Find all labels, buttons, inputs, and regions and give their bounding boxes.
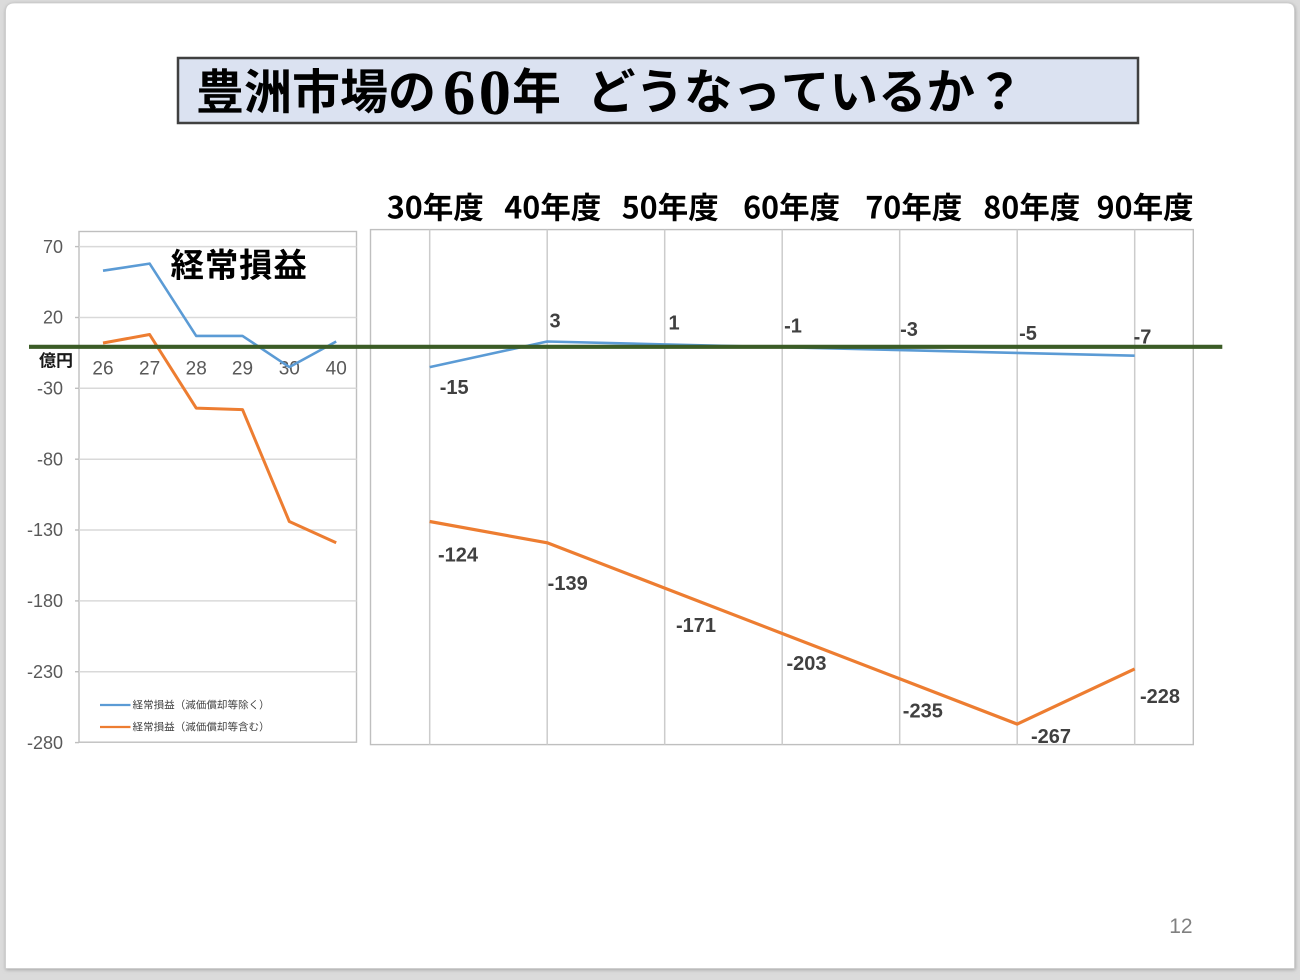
- svg-text:29: 29: [232, 359, 253, 380]
- svg-text:26: 26: [92, 359, 113, 380]
- svg-text:-80: -80: [37, 449, 63, 469]
- svg-text:28: 28: [186, 359, 207, 380]
- svg-text:-228: -228: [1140, 686, 1180, 708]
- svg-text:40: 40: [326, 359, 347, 380]
- svg-text:-139: -139: [548, 573, 588, 595]
- svg-text:-171: -171: [676, 615, 716, 637]
- svg-text:70: 70: [43, 237, 63, 257]
- svg-text:-30: -30: [37, 379, 63, 399]
- svg-text:27: 27: [139, 359, 160, 380]
- svg-text:-15: -15: [440, 377, 469, 399]
- svg-text:-3: -3: [900, 319, 918, 341]
- svg-text:-235: -235: [903, 700, 943, 722]
- svg-text:-203: -203: [786, 653, 826, 675]
- svg-text:1: 1: [668, 313, 679, 335]
- svg-text:-5: -5: [1019, 323, 1037, 345]
- svg-text:-130: -130: [27, 520, 63, 540]
- svg-text:3: 3: [549, 311, 560, 333]
- svg-text:20: 20: [43, 308, 63, 328]
- svg-text:-267: -267: [1031, 726, 1071, 748]
- svg-text:-1: -1: [784, 316, 802, 338]
- svg-text:12: 12: [1169, 915, 1192, 938]
- svg-text:-230: -230: [27, 662, 63, 682]
- svg-text:-180: -180: [27, 591, 63, 611]
- svg-text:-280: -280: [27, 733, 63, 753]
- svg-text:-7: -7: [1134, 327, 1152, 349]
- svg-text:-124: -124: [438, 545, 479, 567]
